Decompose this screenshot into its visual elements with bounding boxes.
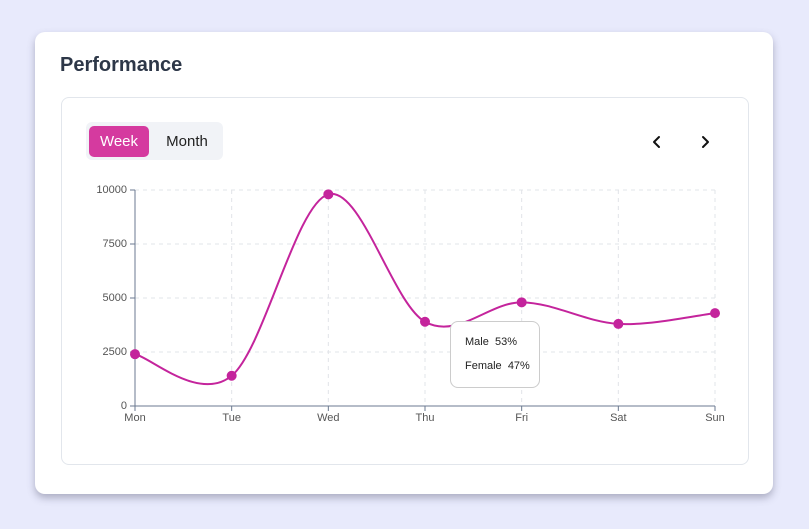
y-tick-label: 2500 <box>103 346 127 358</box>
tooltip-row: Male 53% <box>465 336 517 348</box>
tooltip-label: Male <box>465 336 489 348</box>
y-tick-label: 5000 <box>103 292 127 304</box>
x-tick-label: Fri <box>515 412 528 424</box>
point <box>130 349 140 360</box>
tooltip-value: 47% <box>507 360 530 372</box>
point <box>420 316 430 327</box>
point <box>226 370 237 381</box>
point <box>516 297 527 308</box>
point <box>613 318 624 329</box>
y-tick-label: 7500 <box>103 238 127 250</box>
card-title: Performance <box>60 54 183 76</box>
point <box>323 189 334 200</box>
card: Performance 0 2500 5000 7500 10000 Mon Tue Wed T… <box>35 32 773 494</box>
y-tick-label: 0 <box>121 400 127 412</box>
tooltip-row: Female 47% <box>465 360 530 372</box>
chart-panel: Week Month Male 53% Female 47% <box>61 97 749 465</box>
tooltip: Male 53% Female 47% <box>450 321 540 388</box>
tooltip-label: Female <box>465 360 502 372</box>
tab-month[interactable]: Month <box>166 133 208 150</box>
y-tick-label: 10000 <box>96 184 127 196</box>
point <box>710 308 720 319</box>
tab-week[interactable]: Week <box>89 126 149 157</box>
next-button[interactable] <box>695 132 715 152</box>
tooltip-value: 53% <box>494 336 517 348</box>
x-tick-label: Sat <box>610 412 627 424</box>
x-tick-label: Wed <box>317 412 339 424</box>
x-tick-label: Tue <box>222 412 241 424</box>
x-tick-label: Sun <box>705 412 725 424</box>
prev-button[interactable] <box>647 132 667 152</box>
x-tick-label: Thu <box>416 412 435 424</box>
x-tick-label: Mon <box>124 412 145 424</box>
chart: 0 2500 5000 7500 10000 Mon Tue Wed Thu Fri Sat Sun <box>96 184 725 424</box>
tab-group: Week Month <box>86 122 223 160</box>
